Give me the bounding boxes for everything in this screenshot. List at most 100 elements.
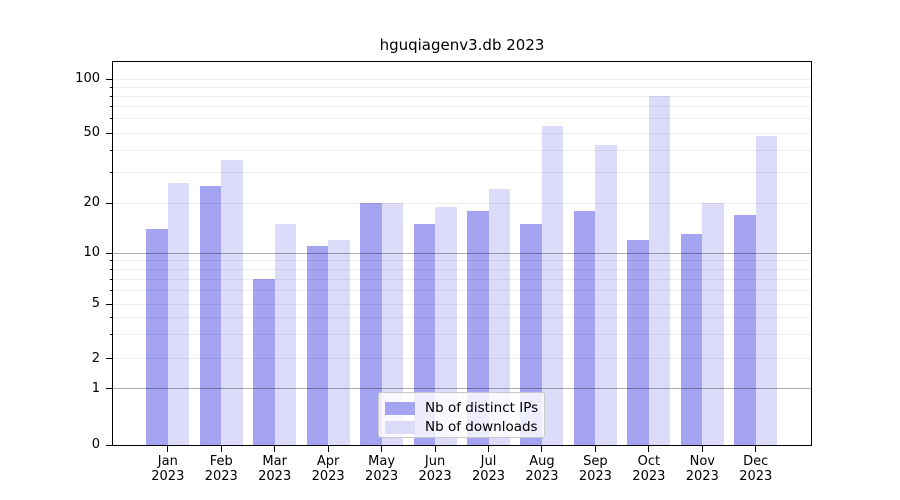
x-tick-label-apr: Apr 2023 <box>311 454 345 484</box>
y-tick-label-1: 1 <box>91 380 100 396</box>
bar-distinct-ips-oct <box>627 239 649 445</box>
bar-downloads-aug <box>541 125 564 445</box>
y-minor-tick-7 <box>109 278 113 280</box>
y-tick-0 <box>106 444 113 446</box>
y-tick-label-5: 5 <box>91 296 100 311</box>
y-minor-tick-3 <box>109 333 113 335</box>
gridline-90 <box>113 86 811 88</box>
y-tick-1 <box>106 388 113 389</box>
x-tick-feb <box>220 446 222 452</box>
y-tick-100 <box>106 78 113 80</box>
y-minor-tick-40 <box>109 149 113 151</box>
x-tick-mar <box>274 446 276 452</box>
y-minor-tick-30 <box>109 171 113 173</box>
bar-distinct-ips-apr <box>306 246 329 445</box>
x-tick-label-dec: Dec 2023 <box>739 454 773 484</box>
gridline-6 <box>113 290 811 292</box>
y-tick-label-2: 2 <box>91 350 100 366</box>
grid-layer <box>113 62 811 445</box>
y-minor-tick-80 <box>109 95 113 97</box>
y-minor-tick-6 <box>109 290 113 292</box>
y-tick-2 <box>106 358 113 359</box>
gridline-7 <box>113 278 811 280</box>
bar-downloads-sep <box>595 144 617 445</box>
y-minor-tick-9 <box>109 260 113 262</box>
legend-swatch-distinct-ips <box>385 401 415 415</box>
gridline-5 <box>113 303 811 305</box>
x-tick-label-nov: Nov 2023 <box>685 454 719 484</box>
bar-distinct-ips-feb <box>199 185 222 445</box>
bar-distinct-ips-jan <box>146 228 168 445</box>
bars-layer <box>113 62 811 445</box>
gridline-9 <box>113 260 811 262</box>
bar-downloads-nov <box>702 203 724 445</box>
x-tick-label-jun: Jun 2023 <box>418 454 452 484</box>
legend-item-downloads: Nb of downloads <box>385 420 538 434</box>
y-minor-tick-8 <box>109 268 113 270</box>
y-minor-tick-4 <box>109 316 113 318</box>
gridline-2 <box>113 358 811 359</box>
legend-label-downloads: Nb of downloads <box>425 419 538 435</box>
x-tick-jun <box>434 446 436 452</box>
x-tick-label-mar: Mar 2023 <box>258 454 292 484</box>
x-tick-label-jan: Jan 2023 <box>151 454 185 484</box>
y-tick-label-0: 0 <box>91 437 100 452</box>
x-tick-oct <box>648 446 650 452</box>
plot-area: Nb of distinct IPs Nb of downloads <box>112 61 812 446</box>
gridline-8 <box>113 268 811 270</box>
y-minor-tick-70 <box>109 106 113 108</box>
bar-distinct-ips-nov <box>680 234 703 445</box>
bar-downloads-mar <box>274 223 297 445</box>
gridline-40 <box>113 149 811 151</box>
y-minor-tick-60 <box>109 118 113 120</box>
bar-downloads-jan <box>167 182 190 445</box>
bar-distinct-ips-jun <box>413 223 436 445</box>
gridline-80 <box>113 95 811 97</box>
legend: Nb of distinct IPs Nb of downloads <box>378 392 545 438</box>
gridline-1 <box>113 388 811 389</box>
x-tick-label-oct: Oct 2023 <box>632 454 666 484</box>
gridline-3 <box>113 333 811 335</box>
y-tick-label-20: 20 <box>83 195 100 210</box>
x-tick-label-jul: Jul 2023 <box>471 454 506 484</box>
y-tick-5 <box>106 303 113 305</box>
bar-distinct-ips-aug <box>520 223 542 445</box>
y-tick-label-50: 50 <box>83 125 100 140</box>
y-tick-10 <box>106 252 113 254</box>
x-tick-jan <box>167 446 169 452</box>
gridline-30 <box>113 171 811 173</box>
bar-distinct-ips-may <box>360 203 382 445</box>
x-tick-label-sep: Sep 2023 <box>578 454 612 484</box>
gridline-60 <box>113 118 811 120</box>
x-tick-sep <box>594 446 596 452</box>
x-tick-aug <box>541 446 543 452</box>
bar-downloads-jun <box>435 206 457 445</box>
gridline-4 <box>113 316 811 318</box>
y-tick-label-100: 100 <box>75 71 100 86</box>
legend-swatch-downloads <box>385 420 415 434</box>
x-tick-may <box>381 446 383 452</box>
bar-distinct-ips-dec <box>734 214 756 445</box>
x-tick-label-aug: Aug 2023 <box>525 454 559 484</box>
y-minor-tick-90 <box>109 86 113 88</box>
x-tick-label-may: May 2023 <box>365 454 399 484</box>
gridline-70 <box>113 106 811 108</box>
x-tick-apr <box>327 446 329 452</box>
bar-downloads-feb <box>221 160 243 445</box>
y-tick-50 <box>106 132 113 134</box>
y-tick-20 <box>106 202 113 204</box>
legend-item-distinct-ips: Nb of distinct IPs <box>385 401 538 415</box>
x-tick-nov <box>701 446 703 452</box>
bar-downloads-apr <box>328 239 350 445</box>
y-tick-label-10: 10 <box>83 245 100 260</box>
x-tick-dec <box>755 446 757 452</box>
bar-downloads-dec <box>755 136 778 445</box>
bar-distinct-ips-mar <box>253 279 275 445</box>
bar-downloads-may <box>381 203 404 445</box>
gridline-50 <box>113 132 811 134</box>
bar-distinct-ips-jul <box>467 210 489 445</box>
gridline-20 <box>113 202 811 204</box>
legend-label-distinct-ips: Nb of distinct IPs <box>425 400 539 416</box>
bar-downloads-oct <box>648 96 671 445</box>
